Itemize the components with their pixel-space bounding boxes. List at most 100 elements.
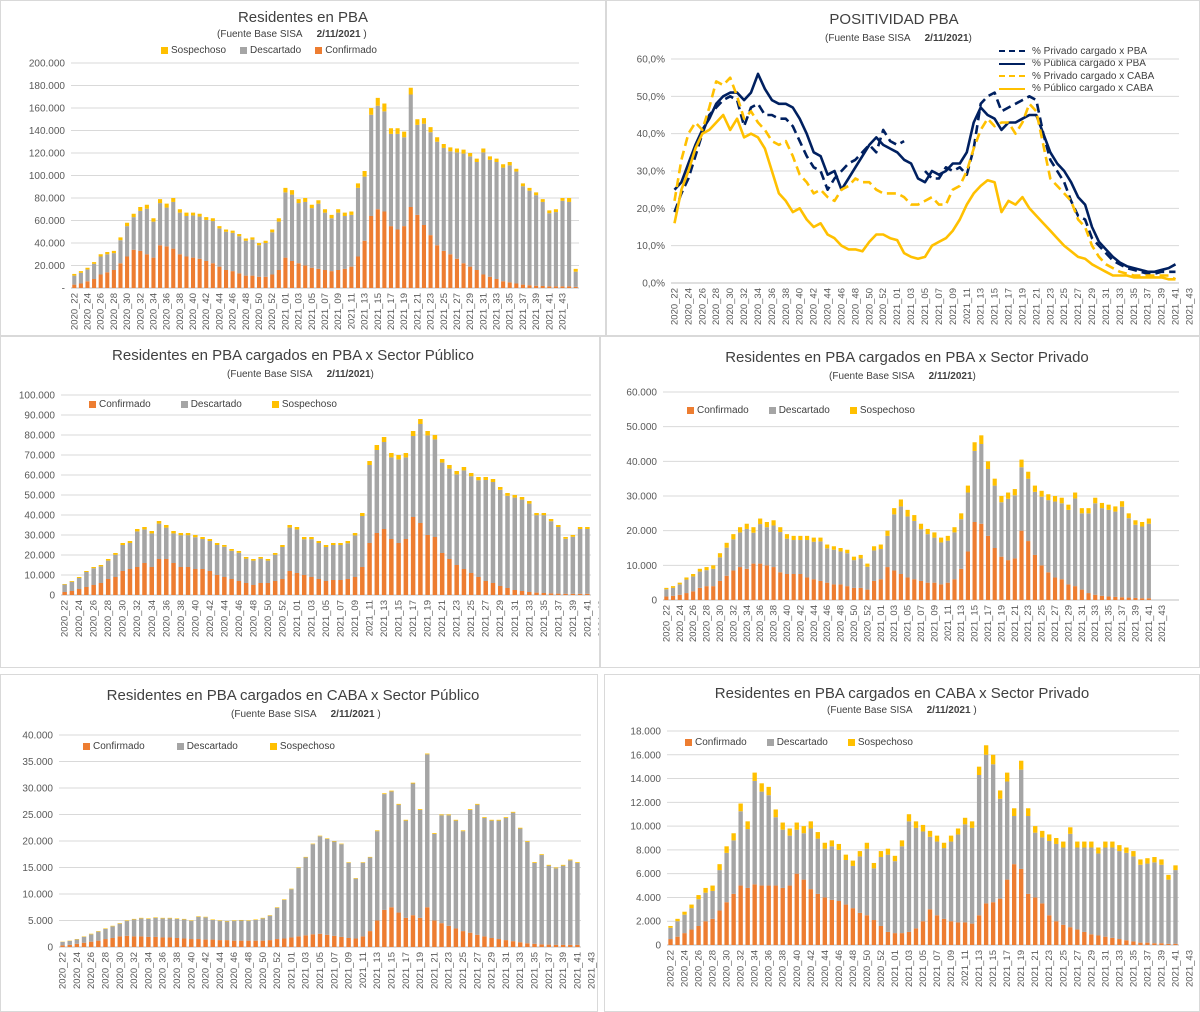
x-tick-label: 2020_34 [750,950,761,987]
bar-sospechoso [339,843,344,845]
bar-sospechoso [280,545,285,547]
x-tick-label: 2021_41 [582,600,593,637]
subtitle-date: 2/11/2021 [928,371,973,382]
x-tick-label: 2020_42 [795,605,806,642]
bar-confirmado [575,944,580,947]
bar-sospechoso [965,485,970,493]
bar-descartado [764,527,769,566]
bar-descartado [352,535,358,577]
bar-confirmado [185,567,191,595]
bar-descartado [127,543,133,569]
bar-descartado [878,857,884,926]
bar-confirmado [125,256,130,288]
x-tick-label: 2021_37 [518,293,529,330]
bar-descartado [496,820,501,940]
bar-descartado [976,774,982,916]
bar-confirmado [898,574,903,600]
subtitle-date: 2/11/2021 [926,705,971,716]
bar-descartado [1138,864,1143,943]
bar-descartado [276,221,281,270]
bar-descartado [865,566,870,590]
bar-confirmado [560,286,565,288]
bar-sospechoso [98,254,103,257]
bar-descartado [88,934,94,942]
bar-confirmado [267,940,273,947]
x-tick-label: 2020_50 [862,950,873,987]
bar-descartado [171,201,176,249]
x-tick-label: 2020_44 [214,293,225,330]
bar-sospechoso [999,496,1004,503]
x-tick-label: 2021_39 [1156,950,1167,987]
bar-descartado [237,236,242,274]
bar-sospechoso [808,821,813,829]
bar-sospechoso [482,817,487,818]
bar-confirmado [519,591,525,595]
bar-sospechoso [283,187,288,193]
bar-sospechoso [117,923,122,924]
bar-descartado [791,540,796,574]
bar-sospechoso [858,554,863,559]
bar-confirmado [270,274,275,288]
bar-sospechoso [540,199,545,202]
x-tick-label: 2020_48 [848,950,859,987]
x-tick-label: 2021_27 [1050,605,1061,642]
x-tick-label: 2020_32 [736,950,747,987]
bar-confirmado [818,580,823,600]
bar-sospechoso [518,827,523,829]
bar-confirmado [84,587,89,595]
bar-confirmado [151,257,156,288]
bar-descartado [573,271,578,287]
chart-plot: 0,0% 10,0% 20,0% 30,0% 40,0% 50,0% 60,0% 2020_2… [637,55,1196,325]
bar-sospechoso [243,557,249,559]
legend-item: Descartado [176,741,238,752]
bar-descartado [156,523,162,559]
bar-confirmado [664,596,669,600]
chart-subtitle: (Fuente Base SISA 2/11/2021) [829,371,976,382]
bar-descartado [689,908,694,930]
x-tick-label: 2021_43 [1157,605,1168,642]
bar-sospechoso [845,549,850,554]
legend-swatch [176,743,184,750]
bar-confirmado [276,270,281,288]
legend-swatch [161,47,168,54]
bar-descartado [91,568,96,585]
legend-item: Sospechoso [269,741,335,752]
bar-confirmado [432,920,437,947]
bar-confirmado [441,250,446,288]
bar-sospechoso [324,838,330,839]
bar-sospechoso [784,534,790,539]
bar-sospechoso [287,525,292,528]
bar-descartado [811,541,816,580]
bar-confirmado [952,579,957,600]
bar-confirmado [237,273,242,288]
y-tick-label: 40.000 [22,731,53,742]
bar-sospechoso [230,230,235,233]
bar-descartado [759,791,764,886]
bar-sospechoso [210,919,215,920]
x-tick-label: 2020_52 [862,605,873,642]
bar-sospechoso [113,553,118,555]
bar-descartado [1113,511,1118,597]
bar-confirmado [231,940,237,947]
bar-descartado [432,833,437,921]
bar-confirmado [851,587,857,600]
subtitle-source: (Fuente Base SISA [227,369,313,380]
x-tick-label: 2021_07 [329,952,340,989]
x-tick-label: 2020_36 [161,600,172,637]
x-tick-label: 2020_46 [822,605,833,642]
bar-confirmado [389,907,394,947]
x-tick-label: 2021_31 [501,952,512,989]
x-tick-label: 2021_29 [1087,288,1098,325]
bar-descartado [263,243,268,277]
x-tick-label: 2020_26 [89,600,100,637]
bar-confirmado [805,577,810,600]
bar-sospechoso [418,419,423,424]
bar-sospechoso [791,535,796,541]
bar-sospechoso [507,162,512,166]
x-tick-label: 2021_33 [1114,950,1125,987]
bar-sospechoso [534,192,539,196]
bar-descartado [925,534,930,583]
bar-confirmado [454,565,459,595]
legend-swatch [271,401,279,408]
bar-confirmado [553,286,558,288]
